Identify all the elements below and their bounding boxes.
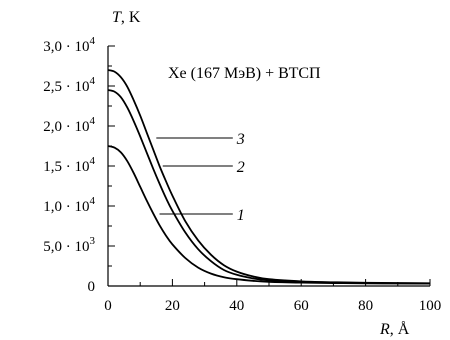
y-axis-var: T: [112, 9, 122, 26]
x-tick-label: 100: [419, 298, 442, 314]
y-tick-exponent: 4: [90, 155, 96, 167]
series-1-label: 1: [237, 207, 245, 224]
series-2-label: 2: [237, 159, 245, 176]
y-tick-exponent: 4: [90, 35, 96, 47]
y-tick-label: 2,0 · 104: [43, 115, 95, 135]
series-3-label: 3: [236, 131, 245, 148]
y-axis-title: T, K: [112, 9, 141, 26]
x-tick-label: 0: [104, 298, 112, 314]
x-tick-label: 40: [229, 298, 244, 314]
x-tick-label: 80: [358, 298, 373, 314]
y-tick-label: 0: [88, 279, 96, 295]
y-tick-exponent: 4: [90, 195, 96, 207]
y-tick-label: 2,5 · 104: [43, 75, 95, 95]
chart-annotation: Xe (167 МэВ) + ВТСП: [168, 65, 321, 82]
y-tick-mantissa: 1,0 · 10: [43, 199, 89, 215]
x-tick-label: 60: [294, 298, 309, 314]
series-layer: 1 2 3: [107, 69, 431, 285]
y-tick-label: 5,0 · 103: [43, 235, 95, 255]
series-2-line: [107, 89, 431, 285]
tick-marks: [107, 45, 431, 287]
y-tick-mantissa: 2,5 · 10: [43, 79, 89, 95]
x-axis-title: R, Å: [379, 320, 410, 338]
y-tick-label: 1,5 · 104: [43, 155, 95, 175]
y-tick-mantissa: 3,0 · 10: [43, 39, 89, 55]
y-tick-mantissa: 1,5 · 10: [43, 159, 89, 175]
y-tick-label: 3,0 · 104: [43, 35, 95, 55]
series-3-line: [107, 69, 431, 285]
y-tick-exponent: 3: [90, 235, 96, 247]
y-tick-exponent: 4: [90, 115, 96, 127]
x-tick-label: 20: [165, 298, 180, 314]
y-tick-label: 1,0 · 104: [43, 195, 95, 215]
x-axis-unit: , Å: [390, 320, 410, 338]
y-tick-mantissa: 0: [88, 279, 96, 295]
y-tick-mantissa: 2,0 · 10: [43, 119, 89, 135]
y-tick-mantissa: 5,0 · 10: [43, 239, 89, 255]
series-1-line: [107, 145, 431, 285]
x-tick-labels: 0 20 40 60 80 100: [104, 298, 441, 314]
x-axis-var: R: [379, 321, 390, 338]
y-axis-unit: , K: [121, 9, 141, 26]
y-tick-exponent: 4: [90, 75, 96, 87]
